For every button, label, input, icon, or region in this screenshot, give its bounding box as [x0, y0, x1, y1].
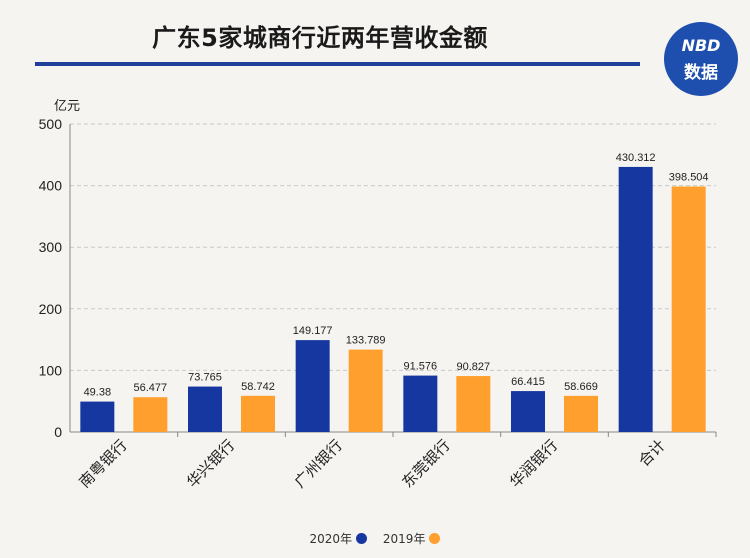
data-label: 58.669 [564, 381, 598, 393]
chart-title: 广东5家城商行近两年营收金额 [152, 24, 488, 52]
x-category-label: 华兴银行 [183, 436, 238, 491]
y-tick-label: 100 [39, 362, 63, 378]
x-category-label: 合计 [635, 436, 669, 470]
bar-2019 [564, 395, 598, 432]
data-label: 58.742 [241, 381, 275, 393]
data-label: 66.415 [511, 376, 545, 388]
bar-2020 [618, 166, 653, 433]
x-category-label: 华润银行 [506, 436, 561, 491]
data-label: 91.576 [404, 361, 438, 373]
data-label: 49.38 [84, 387, 112, 399]
data-label: 430.312 [616, 152, 656, 164]
data-label: 133.789 [346, 335, 386, 347]
bar-2019 [348, 349, 383, 432]
data-label: 73.765 [188, 372, 222, 384]
x-category-label: 南粤银行 [75, 436, 130, 491]
bar-2020 [511, 391, 545, 432]
y-axis-unit: 亿元 [54, 99, 81, 114]
data-label: 149.177 [293, 325, 333, 337]
data-label: 56.477 [134, 382, 168, 394]
data-label: 90.827 [457, 361, 491, 373]
bar-2020 [188, 386, 222, 432]
x-category-label: 东莞银行 [398, 436, 453, 491]
title-underline [35, 62, 640, 66]
logo-sub: 数据 [684, 63, 718, 83]
bar-2019 [241, 395, 275, 432]
y-tick-label: 0 [54, 424, 62, 440]
bar-2020 [80, 401, 115, 432]
y-tick-label: 200 [39, 301, 63, 317]
legend-item-2019: 2019年 [383, 530, 441, 547]
nbd-logo: NBD 数据 [664, 22, 738, 96]
y-tick-label: 500 [39, 116, 63, 132]
legend: 2020年 2019年 [0, 530, 750, 547]
bar-2019 [456, 376, 491, 432]
legend-item-2020: 2020年 [310, 530, 368, 547]
bar-2020 [403, 375, 438, 432]
x-category-label: 广州银行 [291, 436, 346, 491]
legend-dot-2019 [429, 533, 441, 544]
y-tick-label: 300 [39, 239, 63, 255]
legend-dot-2020 [356, 533, 368, 544]
y-tick-label: 400 [39, 178, 63, 194]
logo-brand: NBD [681, 36, 721, 55]
legend-label-2020: 2020年 [309, 532, 353, 546]
legend-label-2019: 2019年 [382, 532, 426, 546]
bar-2019 [133, 397, 168, 432]
bar-2020 [295, 340, 330, 432]
bar-2019 [671, 186, 706, 432]
data-label: 398.504 [669, 172, 709, 184]
